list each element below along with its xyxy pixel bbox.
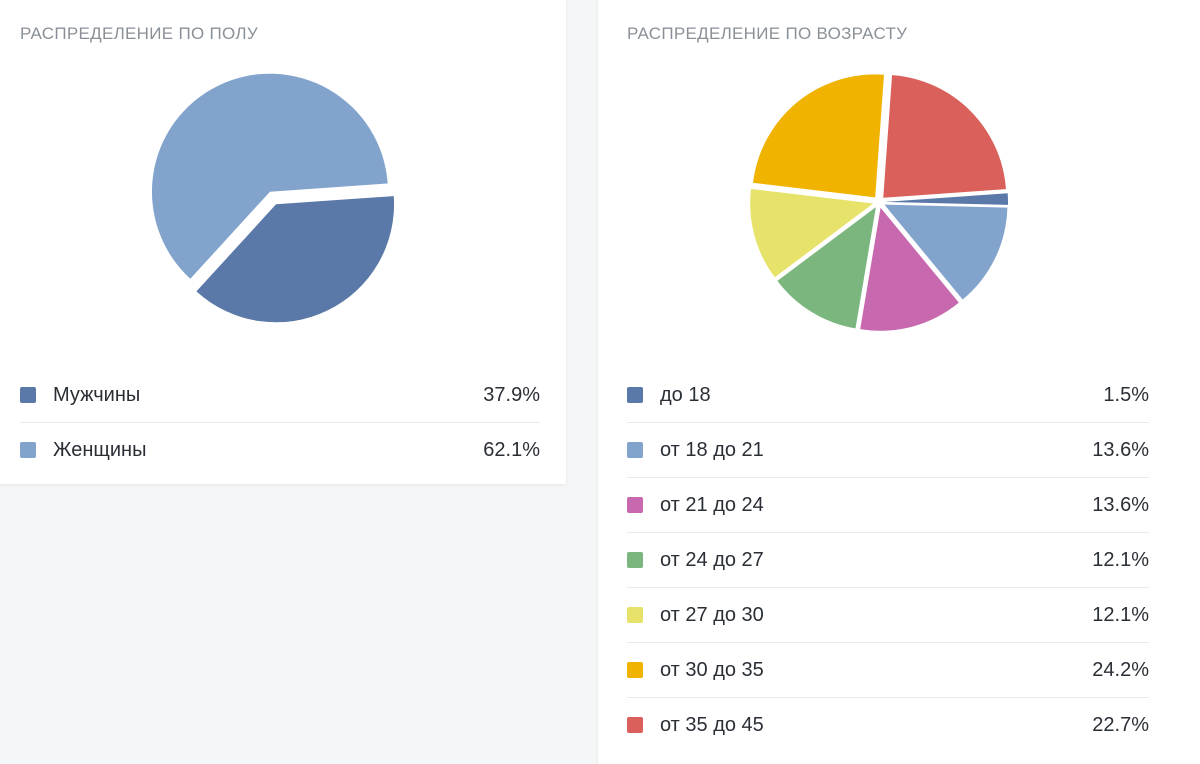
gender-pie-chart (151, 73, 395, 323)
age-pie-slice-1 (884, 204, 1008, 300)
legend-row-35-45: от 35 до 45 22.7% (627, 698, 1149, 752)
legend-label-27-30: от 27 до 30 (660, 603, 764, 626)
legend-swatch-21-24 (627, 497, 643, 513)
age-legend: до 18 1.5% от 18 до 21 13.6% от 21 до 24… (627, 368, 1149, 752)
legend-row-men: Мужчины 37.9% (20, 368, 540, 423)
legend-swatch-30-35 (627, 662, 643, 678)
legend-label-24-27: от 24 до 27 (660, 548, 764, 571)
legend-row-under-18: до 18 1.5% (627, 368, 1149, 423)
gender-pie-slice-0 (196, 196, 395, 323)
age-pie-slice-4 (750, 188, 874, 278)
legend-row-30-35: от 30 до 35 24.2% (627, 643, 1149, 698)
legend-value-women: 62.1% (483, 438, 540, 461)
legend-value-18-21: 13.6% (1092, 438, 1149, 461)
legend-row-18-21: от 18 до 21 13.6% (627, 423, 1149, 478)
legend-value-35-45: 22.7% (1092, 713, 1149, 736)
legend-swatch-women (20, 442, 36, 458)
legend-swatch-18-21 (627, 442, 643, 458)
gender-legend: Мужчины 37.9% Женщины 62.1% (20, 368, 540, 477)
age-pie-slice-2 (860, 207, 959, 331)
legend-value-30-35: 24.2% (1092, 658, 1149, 681)
legend-value-24-27: 12.1% (1092, 548, 1149, 571)
gender-card-title: Распределение по полу (20, 24, 258, 43)
gender-pie-slice-1 (151, 73, 388, 279)
legend-row-24-27: от 24 до 27 12.1% (627, 533, 1149, 588)
legend-value-27-30: 12.1% (1092, 603, 1149, 626)
legend-label-men: Мужчины (53, 383, 141, 406)
legend-label-women: Женщины (53, 438, 147, 461)
legend-swatch-men (20, 387, 36, 403)
legend-value-under-18: 1.5% (1103, 383, 1149, 406)
age-pie-slice-3 (777, 207, 876, 329)
legend-row-27-30: от 27 до 30 12.1% (627, 588, 1149, 643)
legend-swatch-24-27 (627, 552, 643, 568)
legend-label-30-35: от 30 до 35 (660, 658, 764, 681)
legend-swatch-27-30 (627, 607, 643, 623)
age-pie-slice-0 (884, 193, 1008, 205)
age-card-title: Распределение по возрасту (627, 24, 908, 43)
legend-swatch-35-45 (627, 717, 643, 733)
age-pie-chart (750, 74, 1008, 331)
legend-row-women: Женщины 62.1% (20, 423, 540, 477)
legend-value-21-24: 13.6% (1092, 493, 1149, 516)
legend-value-men: 37.9% (483, 383, 540, 406)
legend-row-21-24: от 21 до 24 13.6% (627, 478, 1149, 533)
legend-label-21-24: от 21 до 24 (660, 493, 764, 516)
legend-label-under-18: до 18 (660, 383, 711, 406)
legend-label-18-21: от 18 до 21 (660, 438, 764, 461)
age-card: Распределение по возрасту до 18 1.5% от … (598, 0, 1200, 764)
gender-card: Распределение по полу Мужчины 37.9% Женщ… (0, 0, 566, 484)
legend-label-35-45: от 35 до 45 (660, 713, 764, 736)
age-pie-slice-6 (883, 75, 1006, 198)
legend-swatch-under-18 (627, 387, 643, 403)
age-pie-slice-5 (753, 74, 885, 198)
